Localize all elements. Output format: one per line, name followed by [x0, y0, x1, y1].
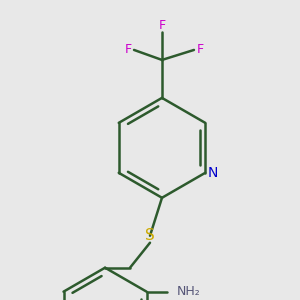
Text: F: F [124, 44, 132, 56]
Text: N: N [208, 166, 218, 180]
Text: F: F [158, 20, 166, 32]
Text: F: F [196, 44, 203, 56]
Text: NH₂: NH₂ [176, 285, 200, 298]
Text: S: S [145, 228, 155, 243]
